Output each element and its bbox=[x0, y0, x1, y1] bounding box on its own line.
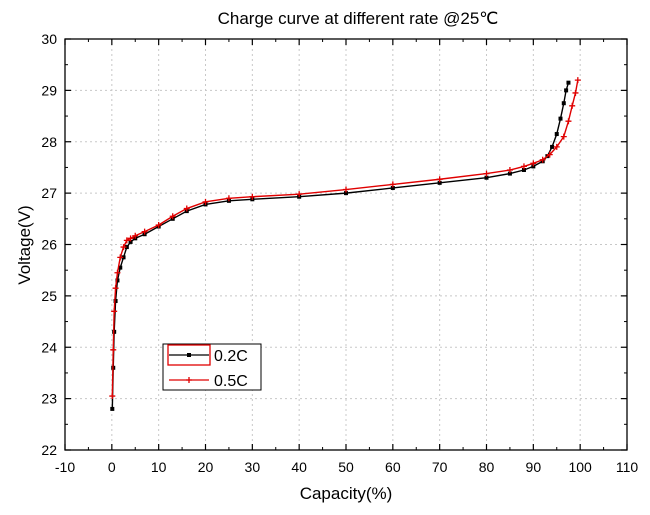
legend-item-0: 0.2C bbox=[167, 344, 248, 366]
data-point bbox=[344, 191, 348, 196]
data-point bbox=[484, 175, 489, 180]
y-tick-labels: 22 23 24 25 26 27 28 29 30 bbox=[41, 31, 57, 458]
x-tick-label: 70 bbox=[432, 459, 448, 475]
data-point bbox=[574, 77, 581, 84]
data-point bbox=[120, 244, 127, 251]
x-tick-label: 80 bbox=[479, 459, 495, 475]
data-point bbox=[390, 185, 395, 190]
data-point bbox=[389, 181, 396, 188]
data-point bbox=[202, 198, 209, 205]
x-tick-labels: -10 0 10 20 30 40 50 60 70 80 90 100 110 bbox=[55, 459, 638, 475]
grid bbox=[65, 39, 627, 450]
data-point bbox=[112, 285, 119, 292]
y-tick-label: 29 bbox=[41, 82, 57, 98]
data-point bbox=[225, 195, 232, 202]
y-tick-label: 24 bbox=[41, 339, 57, 355]
data-point bbox=[546, 151, 553, 158]
data-point bbox=[115, 278, 120, 283]
data-point bbox=[550, 144, 555, 149]
x-tick-label: 60 bbox=[385, 459, 401, 475]
x-tick-label: 40 bbox=[291, 459, 307, 475]
legend-label-0: 0.2C bbox=[214, 348, 248, 365]
legend-swatch-0 bbox=[167, 344, 211, 366]
data-point bbox=[169, 213, 176, 220]
x-tick-label: 90 bbox=[526, 459, 542, 475]
data-point bbox=[566, 80, 571, 85]
y-tick-label: 28 bbox=[41, 134, 57, 150]
series-layer bbox=[109, 77, 581, 411]
y-axis-title: Voltage(V) bbox=[15, 205, 34, 284]
data-point bbox=[141, 228, 148, 235]
legend-box bbox=[162, 343, 262, 391]
data-point bbox=[132, 232, 139, 239]
y-tick-label: 23 bbox=[41, 391, 57, 407]
data-point bbox=[558, 116, 563, 121]
data-point bbox=[539, 156, 546, 163]
series-1 bbox=[109, 77, 581, 400]
data-point bbox=[530, 160, 537, 167]
data-point bbox=[572, 89, 579, 96]
data-point bbox=[124, 245, 129, 250]
legend-marker-0 bbox=[187, 353, 191, 357]
axis-ticks bbox=[64, 38, 628, 451]
data-point bbox=[554, 132, 559, 137]
data-point bbox=[506, 167, 513, 174]
data-point bbox=[113, 299, 118, 304]
data-point bbox=[437, 180, 442, 185]
data-point bbox=[117, 254, 124, 261]
legend: 0.2C 0.5C bbox=[162, 343, 262, 391]
data-point bbox=[561, 101, 566, 106]
x-tick-label: 20 bbox=[198, 459, 214, 475]
data-point bbox=[128, 239, 133, 244]
data-point bbox=[110, 406, 115, 411]
x-tick-label: 30 bbox=[245, 459, 261, 475]
data-point bbox=[296, 191, 303, 198]
legend-label-1: 0.5C bbox=[214, 373, 248, 390]
y-tick-label: 22 bbox=[41, 442, 57, 458]
data-point bbox=[553, 143, 560, 150]
data-point bbox=[521, 168, 526, 173]
data-point bbox=[118, 265, 123, 270]
data-point bbox=[565, 118, 572, 125]
data-point bbox=[569, 102, 576, 109]
x-tick-label: 10 bbox=[151, 459, 167, 475]
x-tick-label: 0 bbox=[108, 459, 116, 475]
y-tick-label: 26 bbox=[41, 237, 57, 253]
data-point bbox=[564, 88, 569, 93]
data-point bbox=[183, 205, 190, 212]
data-point bbox=[111, 308, 118, 315]
chart-title: Charge curve at different rate @25℃ bbox=[218, 9, 499, 28]
data-point bbox=[343, 186, 349, 193]
x-tick-label: 100 bbox=[568, 459, 592, 475]
data-point bbox=[155, 221, 162, 228]
x-tick-label: 50 bbox=[338, 459, 354, 475]
data-point bbox=[531, 164, 536, 169]
data-point bbox=[121, 255, 126, 260]
data-point bbox=[436, 176, 443, 183]
data-point bbox=[483, 170, 490, 177]
data-point bbox=[520, 163, 527, 170]
data-point bbox=[127, 235, 134, 242]
y-tick-label: 27 bbox=[41, 185, 57, 201]
data-point bbox=[560, 133, 567, 140]
y-tick-label: 30 bbox=[41, 31, 57, 47]
y-tick-label: 25 bbox=[41, 288, 57, 304]
data-point bbox=[114, 269, 121, 276]
data-point bbox=[110, 346, 117, 353]
x-axis-title: Capacity(%) bbox=[300, 484, 393, 503]
data-point bbox=[109, 393, 116, 400]
x-tick-label: -10 bbox=[55, 459, 75, 475]
x-tick-label: 110 bbox=[616, 459, 639, 475]
data-point bbox=[249, 193, 256, 200]
data-point bbox=[123, 237, 130, 244]
data-point bbox=[507, 171, 512, 176]
legend-marker-1 bbox=[186, 377, 192, 383]
legend-item-1: 0.5C bbox=[169, 373, 248, 390]
